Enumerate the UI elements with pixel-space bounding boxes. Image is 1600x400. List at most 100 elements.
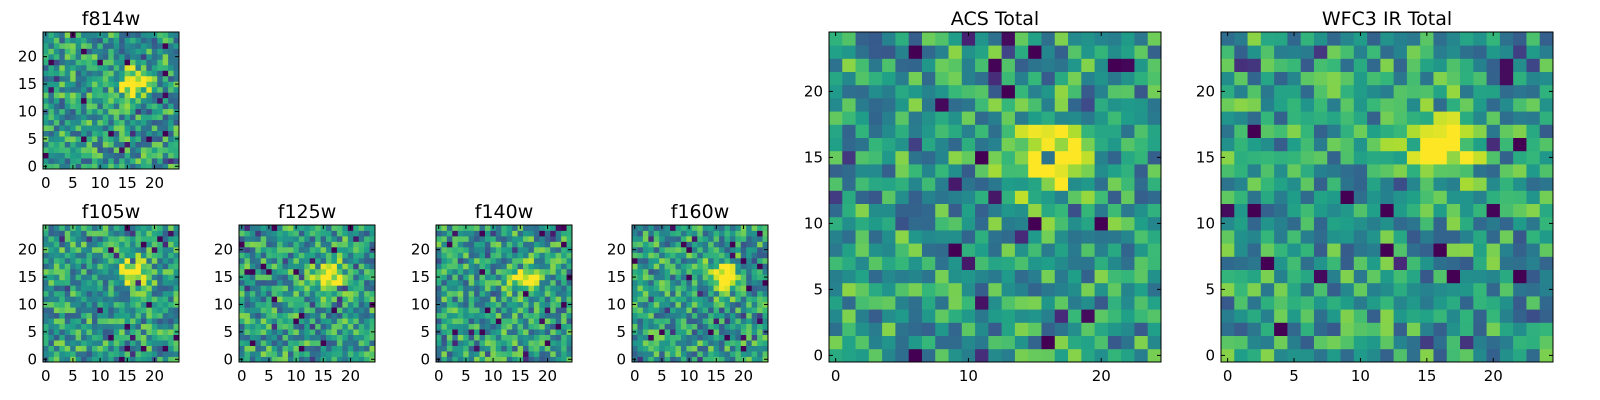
heatmap-cell xyxy=(948,296,963,310)
heatmap-cell xyxy=(675,340,682,346)
heatmap-cell xyxy=(1247,335,1262,350)
heatmap-cell xyxy=(436,345,442,352)
heatmap-cell xyxy=(124,48,131,55)
heatmap-cell xyxy=(282,285,289,292)
heatmap-cell xyxy=(277,345,283,352)
heatmap-cell xyxy=(53,340,60,346)
heatmap-cell xyxy=(1260,84,1275,99)
heatmap-cell xyxy=(1433,177,1448,191)
heatmap-cell xyxy=(75,163,82,170)
heatmap-cell xyxy=(130,53,136,60)
heatmap-cell xyxy=(282,257,289,264)
heatmap-cell xyxy=(1121,230,1135,244)
heatmap-cell xyxy=(512,356,518,363)
heatmap-cell xyxy=(140,119,147,126)
heatmap-cell xyxy=(1234,124,1248,138)
heatmap-cell xyxy=(495,356,502,363)
heatmap-cell xyxy=(1513,137,1527,152)
heatmap-cell xyxy=(1287,177,1302,191)
heatmap-cell xyxy=(369,257,376,264)
heatmap-cell xyxy=(331,296,338,303)
heatmap-cell xyxy=(91,263,98,270)
heatmap-cell xyxy=(266,329,273,335)
heatmap-cell xyxy=(1221,216,1235,231)
heatmap-cell xyxy=(86,97,93,104)
heatmap-cell xyxy=(140,334,147,341)
heatmap-cell xyxy=(1014,58,1029,72)
heatmap-cell xyxy=(162,230,169,237)
heatmap-cell xyxy=(751,323,758,330)
heatmap-cell xyxy=(1287,71,1302,86)
heatmap-cell xyxy=(1247,243,1262,257)
heatmap-cell xyxy=(81,152,87,159)
heatmap-cell xyxy=(91,225,98,231)
heatmap-cell xyxy=(1221,309,1235,323)
heatmap-cell xyxy=(315,225,321,231)
heatmap-cell xyxy=(48,279,55,286)
heatmap-cell xyxy=(347,235,354,242)
heatmap-cell xyxy=(517,334,524,341)
heatmap-cell xyxy=(452,257,459,264)
heatmap-cell xyxy=(1340,256,1355,270)
heatmap-cell xyxy=(446,252,453,259)
heatmap-cell xyxy=(961,124,976,138)
heatmap-cell xyxy=(1260,282,1275,297)
heatmap-cell xyxy=(1353,296,1368,310)
heatmap-cell xyxy=(935,177,949,191)
heatmap-cell xyxy=(151,70,158,77)
heatmap-cell xyxy=(369,252,376,259)
heatmap-cell xyxy=(948,111,963,125)
heatmap-cell xyxy=(975,32,989,46)
heatmap-cell xyxy=(868,203,883,218)
axes-frame xyxy=(435,224,573,363)
heatmap-cell xyxy=(173,70,180,77)
heatmap-cell xyxy=(632,252,638,259)
heatmap-cell xyxy=(124,257,131,264)
heatmap-cell xyxy=(895,45,910,59)
heatmap-cell xyxy=(64,246,71,253)
heatmap-cell xyxy=(108,53,115,60)
heatmap-cell xyxy=(1028,216,1042,231)
heatmap-cell xyxy=(102,70,109,77)
heatmap-cell xyxy=(1274,150,1288,165)
heatmap-cell xyxy=(130,241,136,248)
heatmap-cell xyxy=(353,290,360,297)
heatmap-cell xyxy=(162,241,169,248)
heatmap-cell xyxy=(81,334,87,341)
heatmap-cell xyxy=(1028,32,1042,46)
heatmap-cell xyxy=(1028,98,1042,112)
heatmap-cell xyxy=(331,246,338,253)
heatmap-cell xyxy=(75,136,82,142)
heatmap-cell xyxy=(921,190,936,204)
heatmap-cell xyxy=(113,351,120,357)
heatmap-cell xyxy=(277,323,283,330)
heatmap-cell xyxy=(1068,164,1082,178)
heatmap-cell xyxy=(1473,335,1487,350)
heatmap-cell xyxy=(1460,84,1474,99)
heatmap-cell xyxy=(135,235,142,242)
axes-frame xyxy=(42,224,180,363)
heatmap-cell xyxy=(157,252,164,259)
heatmap-cell xyxy=(130,158,136,164)
heatmap-cell xyxy=(1247,309,1262,323)
heatmap-cell xyxy=(130,42,136,49)
heatmap-cell xyxy=(702,279,709,286)
heatmap-cell xyxy=(43,263,49,270)
heatmap-cell xyxy=(842,150,856,165)
heatmap-cell xyxy=(1499,111,1514,125)
heatmap-cell xyxy=(680,334,687,341)
heatmap-cell xyxy=(506,290,513,297)
heatmap-cell xyxy=(244,340,251,346)
heatmap-cell xyxy=(1247,177,1262,191)
heatmap-cell xyxy=(255,230,262,237)
heatmap-cell xyxy=(474,356,480,363)
heatmap-cell xyxy=(740,230,747,237)
heatmap-cell xyxy=(1393,98,1408,112)
heatmap-cell xyxy=(501,285,508,292)
heatmap-cell xyxy=(948,150,963,165)
heatmap-cell xyxy=(1499,269,1514,284)
heatmap-cell xyxy=(244,285,251,292)
heatmap-cell xyxy=(842,296,856,310)
heatmap-cell xyxy=(1107,296,1122,310)
heatmap-cell xyxy=(53,263,60,270)
